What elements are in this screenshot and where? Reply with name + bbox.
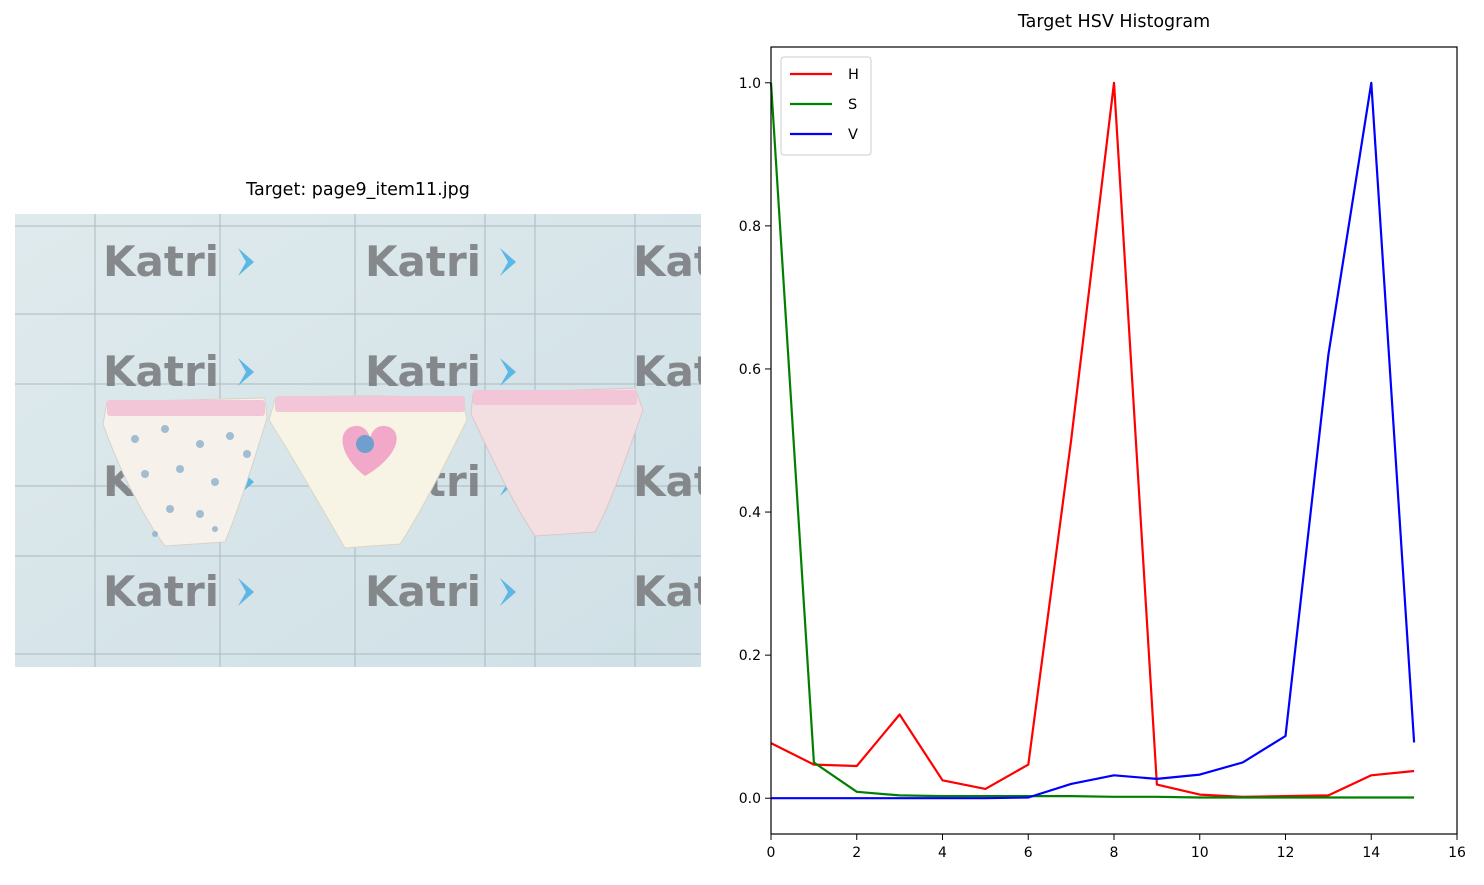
y-tick-label: 0.4 <box>739 505 761 521</box>
chevron-right-icon <box>500 358 516 386</box>
x-tick-label: 16 <box>1448 845 1466 861</box>
underwear-middle <box>268 395 468 549</box>
y-tick-label: 0.8 <box>739 219 761 235</box>
watermark-text: Katri <box>103 237 219 286</box>
x-tick-label: 10 <box>1191 845 1209 861</box>
y-tick-label: 1.0 <box>739 76 761 92</box>
watermark-text: Katri <box>103 347 219 396</box>
chevron-right-icon <box>500 578 516 606</box>
watermark-text: Katri <box>365 567 481 616</box>
x-tick-label: 4 <box>938 845 947 861</box>
underwear-right <box>470 387 644 537</box>
y-tick-label: 0.2 <box>739 648 761 664</box>
chart-title: Target HSV Histogram <box>1017 12 1211 32</box>
x-tick-label: 6 <box>1024 845 1033 861</box>
chevron-right-icon <box>238 578 254 606</box>
image-title: Target: page9_item11.jpg <box>246 180 470 200</box>
y-tick-label: 0.0 <box>739 791 761 807</box>
photo-illustration: Katri Katri Katri Katri Katri Katri Katri Katri… <box>15 214 701 667</box>
legend-label-h: H <box>848 67 859 83</box>
y-tick-label: 0.6 <box>739 362 761 378</box>
x-tick-label: 12 <box>1277 845 1295 861</box>
series-line-h <box>770 81 1415 798</box>
axes-frame <box>770 46 1458 835</box>
chevron-right-icon <box>500 248 516 276</box>
series-line-s <box>769 82 1415 799</box>
x-tick-label: 14 <box>1362 845 1380 861</box>
legend: HSV <box>780 56 872 156</box>
legend-box <box>780 56 872 156</box>
watermark-text: Katri <box>633 457 701 506</box>
target-photo: Katri Katri Katri Katri Katri Katri Katri Katri… <box>15 214 701 667</box>
watermark-text: Katri <box>633 567 701 616</box>
x-tick-label: 2 <box>852 845 861 861</box>
underwear-left <box>102 397 268 547</box>
legend-label-s: S <box>848 97 857 113</box>
x-tick-label: 8 <box>1110 845 1119 861</box>
chevron-right-icon <box>238 248 254 276</box>
watermark-text: Katri <box>365 237 481 286</box>
watermark-text: Katri <box>633 347 701 396</box>
chevron-right-icon <box>238 358 254 386</box>
legend-label-v: V <box>848 127 858 143</box>
x-tick-label: 0 <box>767 845 776 861</box>
series-line-v <box>771 81 1416 800</box>
watermark-text: Katri <box>103 567 219 616</box>
watermark-text: Katri <box>633 237 701 286</box>
watermark-text: Katri <box>365 347 481 396</box>
